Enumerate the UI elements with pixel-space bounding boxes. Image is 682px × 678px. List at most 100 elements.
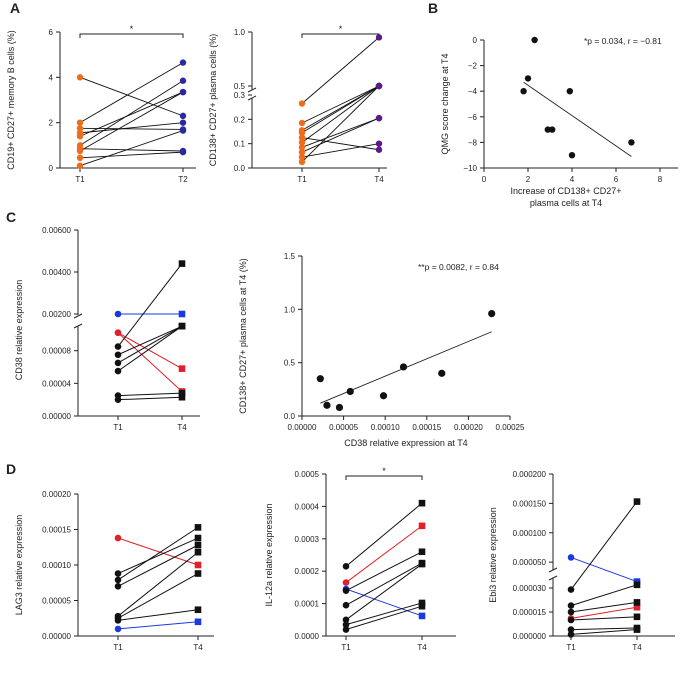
d1-ylabel: LAG3 relative expression [14, 515, 24, 616]
c2-xtick-label: 0.00010 [371, 423, 400, 432]
c2-scatter-point [323, 401, 331, 409]
a1-t2-point [179, 112, 187, 120]
a1-pair-line [79, 91, 184, 152]
d3-ytick-label: 0.000000 [513, 632, 547, 641]
c1-pair-line [117, 332, 183, 370]
a2-pair-line [301, 143, 380, 158]
b-ytick-label: −8 [468, 138, 478, 147]
c1-ytick-label: 0.00000 [42, 412, 71, 421]
c2-xtick-label: 0.00005 [329, 423, 358, 432]
a2-t1-point [298, 139, 306, 146]
plot-d2 [325, 474, 456, 640]
d2-t4-point [418, 612, 426, 620]
c1-pair-line [117, 396, 183, 401]
c1-pair-line [117, 332, 183, 392]
c2-scatter-point [379, 392, 388, 400]
d1-t4-point [194, 606, 202, 614]
d3-cat-t4: T4 [632, 643, 642, 652]
a1-cat-t2: T2 [178, 175, 188, 184]
d3-pair-line [570, 584, 638, 607]
d1-ytick-label: 0.00000 [42, 632, 71, 641]
a1-pair-line [79, 80, 184, 146]
d2-t1-point [342, 563, 350, 570]
d1-ytick-label: 0.00015 [42, 526, 71, 535]
a2-ylabel: CD138+ CD27+ plasma cells (%) [208, 34, 218, 167]
d1-t4-point [194, 548, 202, 556]
d3-t1-point [567, 616, 575, 624]
c2-ytick-label: 0.5 [284, 359, 296, 368]
b-ylabel: QMG score change at T4 [440, 54, 450, 155]
d1-t1-point [114, 534, 122, 542]
a1-t2-point [179, 88, 187, 96]
a1-pair-line [79, 76, 184, 117]
d3-t1-point [567, 626, 575, 633]
c1-pair-line [117, 325, 183, 372]
d2-ytick-label: 0.0002 [295, 567, 320, 576]
a1-pair-line [79, 130, 184, 167]
c1-t4-point [178, 322, 186, 330]
d2-cat-t4: T4 [417, 643, 427, 652]
c1-t1-point [114, 310, 122, 318]
b-scatter-point [531, 36, 538, 44]
c1-ytick-label: 0.00008 [42, 347, 71, 356]
d2-cat-t1: T1 [341, 643, 351, 652]
d3-ylabel: Ebi3 relative expression [488, 507, 498, 603]
d1-t1-point [114, 583, 122, 590]
d1-t1-point [114, 625, 122, 633]
d2-t4-point [418, 548, 426, 556]
d2-ytick-label: 0.0000 [295, 632, 320, 641]
plot-d1 [77, 494, 214, 640]
plot-c2 [301, 256, 510, 417]
d1-pair-line [117, 573, 199, 619]
a2-ytick-label: 0.1 [234, 140, 246, 149]
d1-t1-point [114, 570, 122, 577]
d2-ytick-label: 0.0005 [295, 470, 320, 479]
c2-stats-annotation: **p = 0.0082, r = 0.84 [418, 262, 499, 272]
d2-t1-point [342, 626, 350, 633]
b-xtick-label: 2 [526, 175, 531, 184]
d3-t4-point [633, 626, 641, 633]
a1-ytick-label: 2 [49, 119, 54, 128]
c1-t4-point [178, 260, 186, 267]
c1-t4-point [178, 310, 186, 318]
b-scatter-point [568, 152, 576, 159]
c2-xtick-label: 0.00000 [288, 423, 317, 432]
d3-ytick-label: 0.000100 [513, 529, 547, 538]
a2-t4-point [375, 114, 383, 122]
d2-t1-point [342, 601, 350, 609]
b-scatter-point [520, 88, 527, 95]
d3-t1-point [567, 586, 575, 593]
a2-pair-line [301, 85, 380, 124]
d2-pair-line [345, 502, 423, 567]
d2-t1-point [342, 616, 350, 624]
a2-t4-point [375, 34, 383, 41]
b-xtick-label: 6 [614, 175, 619, 184]
c1-t1-point [114, 396, 122, 403]
c1-ylabel: CD38 relative expression [14, 280, 24, 381]
d3-ytick-label: 0.000150 [513, 499, 547, 508]
d1-t1-point [114, 576, 122, 584]
d3-pair-line [570, 501, 638, 590]
b-scatter-point [549, 126, 556, 133]
c1-t1-point [114, 359, 122, 367]
a2-pair-line [301, 85, 380, 163]
c1-pair-line [117, 263, 183, 347]
a2-pair-line [301, 117, 380, 153]
c1-ytick-label: 0.00004 [42, 379, 71, 388]
d3-cat-t1: T1 [566, 643, 576, 652]
panel-label-c: C [6, 209, 16, 225]
b-scatter-point [544, 126, 551, 133]
d2-t1-point [342, 579, 350, 586]
b-regression-line [523, 81, 632, 157]
d3-t4-point [633, 603, 641, 611]
d1-t4-point [194, 541, 202, 549]
c1-cat-t1: T1 [113, 423, 123, 432]
a1-ytick-label: 0 [49, 164, 54, 173]
c1-t4-point [178, 393, 186, 401]
d3-t1-point [567, 602, 575, 609]
b-xtick-label: 4 [570, 175, 575, 184]
d3-t1-point [567, 554, 575, 561]
c1-t1-point [114, 329, 122, 337]
d2-pair-line [345, 525, 423, 583]
